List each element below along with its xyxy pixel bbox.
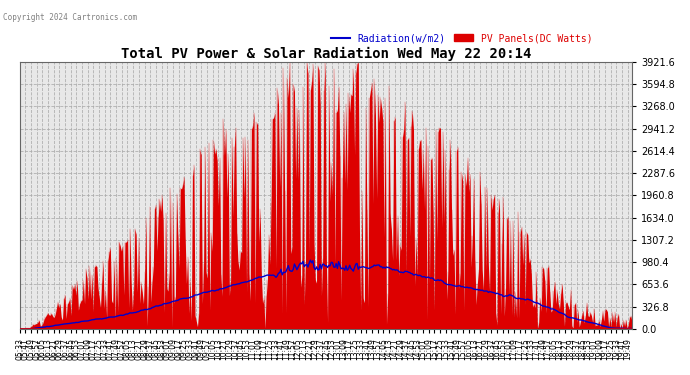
Legend: Radiation(w/m2), PV Panels(DC Watts): Radiation(w/m2), PV Panels(DC Watts) xyxy=(327,29,596,47)
Title: Total PV Power & Solar Radiation Wed May 22 20:14: Total PV Power & Solar Radiation Wed May… xyxy=(121,46,531,61)
Text: Copyright 2024 Cartronics.com: Copyright 2024 Cartronics.com xyxy=(3,13,137,22)
